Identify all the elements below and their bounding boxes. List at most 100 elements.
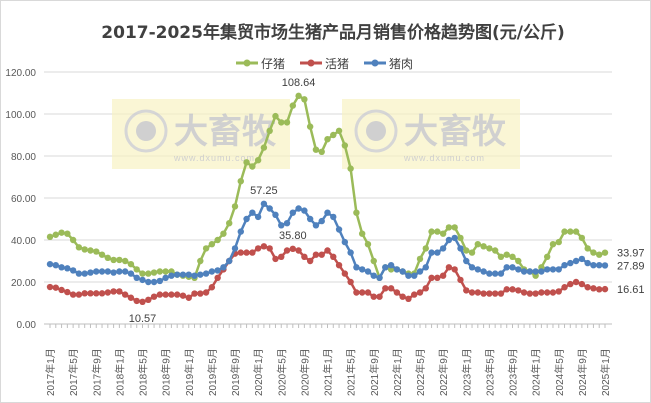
- data-point: [75, 244, 83, 251]
- data-point: [208, 284, 216, 291]
- data-point: [87, 247, 94, 254]
- y-tick-label: 60.00: [11, 194, 36, 205]
- data-point: [202, 270, 210, 277]
- data-point: [428, 249, 435, 256]
- data-point: [104, 289, 112, 296]
- data-point: [289, 102, 297, 109]
- data-point: [463, 257, 470, 265]
- data-point: [301, 207, 308, 214]
- data-point: [416, 289, 424, 296]
- data-point: [98, 251, 106, 258]
- data-point: [214, 267, 221, 274]
- data-point: [185, 271, 192, 278]
- x-tick-label: 2017年5月: [67, 348, 80, 396]
- data-point: [87, 269, 94, 276]
- data-point: [121, 268, 129, 275]
- data-point: [116, 256, 123, 264]
- svg-text:大畜牧: 大畜牧: [174, 112, 277, 152]
- legend-item: 活猪: [300, 57, 349, 71]
- data-point: [503, 264, 510, 271]
- data-point: [341, 238, 349, 246]
- data-point: [278, 119, 285, 126]
- data-point: [405, 272, 412, 279]
- data-point: [387, 285, 395, 292]
- data-label: 35.80: [279, 230, 307, 242]
- data-point: [590, 262, 597, 269]
- data-point: [590, 285, 597, 292]
- data-point: [139, 270, 146, 277]
- y-tick-label: 80.00: [11, 152, 36, 163]
- x-tick-label: 2018年9月: [160, 348, 173, 396]
- data-point: [555, 288, 562, 295]
- data-point: [405, 295, 412, 302]
- data-point: [532, 268, 539, 275]
- x-tick-label: 2022年5月: [414, 348, 427, 396]
- data-point: [197, 257, 204, 265]
- data-point: [93, 248, 100, 255]
- series-仔猪: [46, 92, 609, 281]
- x-tick-label: 2019年1月: [183, 348, 196, 396]
- data-point: [474, 241, 482, 248]
- data-point: [104, 268, 112, 275]
- x-tick-label: 2018年5月: [137, 348, 150, 396]
- x-tick-label: 2019年9月: [229, 348, 242, 396]
- data-point: [393, 289, 401, 296]
- data-point: [306, 123, 314, 130]
- x-tick-label: 2020年5月: [275, 348, 288, 396]
- data-point: [370, 257, 377, 265]
- data-point: [150, 278, 158, 286]
- data-point: [509, 286, 516, 293]
- data-label: 16.61: [617, 284, 645, 296]
- data-point: [289, 245, 297, 253]
- data-point: [364, 268, 372, 275]
- svg-text:www.dxumu.com: www.dxumu.com: [173, 153, 255, 163]
- x-tick-label: 2021年5月: [345, 348, 358, 396]
- data-point: [422, 264, 429, 271]
- data-label: 27.89: [617, 260, 645, 272]
- data-point: [127, 270, 135, 277]
- x-tick-label: 2020年1月: [252, 348, 265, 396]
- data-point: [162, 268, 169, 275]
- data-point: [226, 220, 233, 227]
- series-猪肉: [46, 200, 609, 286]
- data-point: [596, 286, 603, 293]
- data-point: [509, 264, 516, 271]
- data-point: [480, 268, 487, 275]
- data-point: [295, 205, 302, 212]
- data-point: [364, 241, 372, 248]
- data-point: [439, 272, 447, 279]
- data-point: [272, 211, 279, 218]
- data-point: [370, 293, 377, 300]
- data-point: [58, 264, 65, 271]
- data-point: [561, 228, 568, 235]
- data-point: [69, 291, 77, 298]
- data-point: [127, 260, 135, 268]
- data-point: [191, 272, 198, 279]
- data-point: [312, 146, 320, 153]
- data-label: 10.57: [129, 313, 157, 325]
- data-point: [515, 257, 522, 265]
- data-point: [422, 245, 429, 252]
- data-point: [191, 290, 198, 297]
- data-point: [237, 228, 244, 235]
- data-point: [237, 249, 244, 256]
- y-tick-label: 40.00: [11, 236, 36, 247]
- data-point: [543, 266, 551, 273]
- data-point: [324, 209, 331, 216]
- data-point: [46, 260, 54, 268]
- data-point: [179, 271, 187, 278]
- data-point: [64, 265, 71, 272]
- data-label: 33.97: [617, 248, 645, 260]
- data-point: [526, 268, 534, 275]
- data-point: [231, 245, 239, 252]
- data-point: [382, 285, 389, 292]
- legend-item: 猪肉: [364, 57, 413, 71]
- data-point: [561, 284, 568, 291]
- data-point: [185, 294, 192, 301]
- data-point: [549, 289, 557, 296]
- data-point: [312, 251, 320, 258]
- data-point: [283, 247, 291, 254]
- data-point: [231, 203, 239, 210]
- data-point: [567, 228, 574, 235]
